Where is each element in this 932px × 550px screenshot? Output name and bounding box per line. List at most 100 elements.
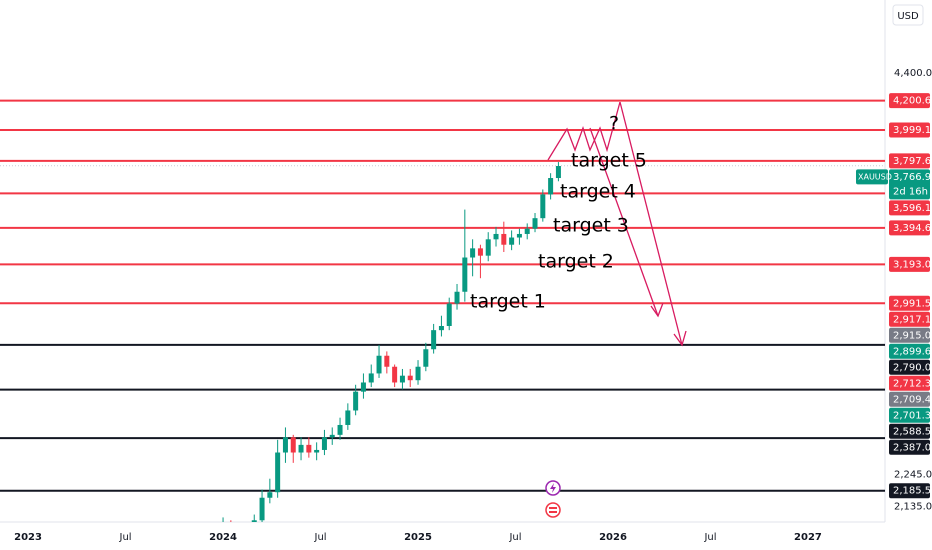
annotation: ? (609, 113, 619, 135)
price-tag-label: 2,712.37 (893, 378, 932, 389)
candle-body (485, 239, 491, 256)
annotation: target 4 (560, 181, 636, 203)
price-tag (889, 93, 930, 109)
candle-body (493, 233, 499, 240)
currency-box[interactable] (892, 4, 924, 26)
candle-body (337, 424, 343, 435)
x-tick-label: 2024 (209, 532, 237, 543)
candle-body (524, 228, 530, 234)
candle-body (267, 492, 273, 498)
candle-body (540, 194, 546, 219)
candle-body (384, 355, 390, 367)
price-tag (889, 327, 930, 343)
price-tag-label: 2,701.35 (893, 410, 932, 421)
candle-body (321, 437, 327, 450)
annotation: target 3 (553, 215, 629, 237)
price-tag-label: 3,596.11 (893, 203, 932, 214)
price-tag (889, 122, 930, 138)
price-tag-label: 2,588.58 (893, 426, 932, 437)
price-tag (889, 375, 930, 391)
candle-body (275, 452, 281, 493)
y-tick-label: 4,400.00 (894, 68, 932, 79)
price-tag (889, 439, 930, 455)
price-tag (889, 391, 930, 407)
x-tick-label: 2026 (599, 532, 627, 543)
annotation: target 2 (538, 251, 614, 273)
price-tag (889, 153, 930, 169)
price-tag (889, 220, 930, 236)
annotation: target 1 (470, 291, 546, 313)
candle-body (392, 366, 398, 383)
candle-body (282, 437, 288, 453)
price-tag-label: 2,709.40 (893, 394, 932, 405)
candle-body (423, 349, 429, 367)
candle-body (415, 366, 421, 381)
price-tag (889, 359, 930, 375)
x-tick-label: Jul (314, 532, 327, 543)
candle-body (516, 233, 522, 238)
price-tag-label: 2,185.57 (893, 486, 932, 497)
arrow-line (589, 127, 659, 317)
price-tag-label: 4,200.64 (893, 96, 932, 107)
x-tick-label: Jul (703, 532, 716, 543)
price-tag (889, 483, 930, 499)
x-tick-label: Jul (508, 532, 521, 543)
event-icon[interactable] (545, 502, 561, 518)
y-tick-label: 2,245.00 (894, 470, 932, 481)
price-tag (889, 407, 930, 423)
drawings (547, 101, 687, 347)
x-tick-label: 2027 (794, 532, 822, 543)
y-tick-label: 2,135.00 (894, 502, 932, 513)
symbol-name: XAUUSD (858, 172, 892, 181)
candle-body (290, 437, 296, 453)
price-tag-label: 3,394.60 (893, 223, 932, 234)
flag-stripe (549, 507, 557, 509)
candle-body (470, 248, 476, 258)
candle-body (438, 325, 444, 331)
price-tag (889, 200, 930, 216)
symbol-tag (889, 169, 930, 200)
price-tag-label: 2,387.08 (893, 442, 932, 453)
arrow-head (673, 330, 687, 347)
price-tag (889, 311, 930, 327)
candle-body (501, 233, 507, 245)
candle-body (376, 355, 382, 374)
candle-body (360, 382, 366, 392)
candle-body (259, 497, 265, 521)
candle-body (407, 375, 413, 381)
candle-body (345, 410, 351, 425)
candle-body (548, 178, 554, 195)
symbol-name-tag (856, 169, 888, 185)
price-tag-label: 3,999.13 (893, 125, 932, 136)
candle-body (532, 218, 538, 229)
currency: USD (897, 11, 919, 22)
x-tick-label: 2025 (404, 532, 432, 543)
candle-body (555, 166, 561, 179)
price-tag (889, 256, 930, 272)
price-tag-label: 2,917.14 (893, 314, 932, 325)
candle-body (454, 291, 460, 304)
candle-body (353, 391, 359, 411)
event-icons[interactable] (545, 480, 561, 518)
candle-body (306, 444, 312, 453)
arrow-line (619, 101, 683, 346)
candle-body (431, 330, 437, 350)
price-tag (889, 423, 930, 439)
candle-body (298, 444, 304, 453)
candle-body (399, 375, 405, 383)
annotation: target 5 (571, 150, 647, 172)
lightning (550, 483, 556, 493)
candle-body (314, 449, 320, 453)
price-tag-label: 2,991.58 (893, 298, 932, 309)
price-tag-label: 2,899.69 (893, 346, 932, 357)
candle-body (251, 520, 257, 522)
flag-stripe (549, 511, 557, 513)
price-tag-label: 3,193.09 (893, 259, 932, 270)
price-tag-label: 2,915.09 (893, 330, 932, 341)
x-tick-label: 2023 (14, 532, 42, 543)
candle-body (368, 373, 374, 383)
zigzag (547, 101, 621, 161)
price-tag-label: 2,790.08 (893, 362, 932, 373)
price-tag (889, 343, 930, 359)
